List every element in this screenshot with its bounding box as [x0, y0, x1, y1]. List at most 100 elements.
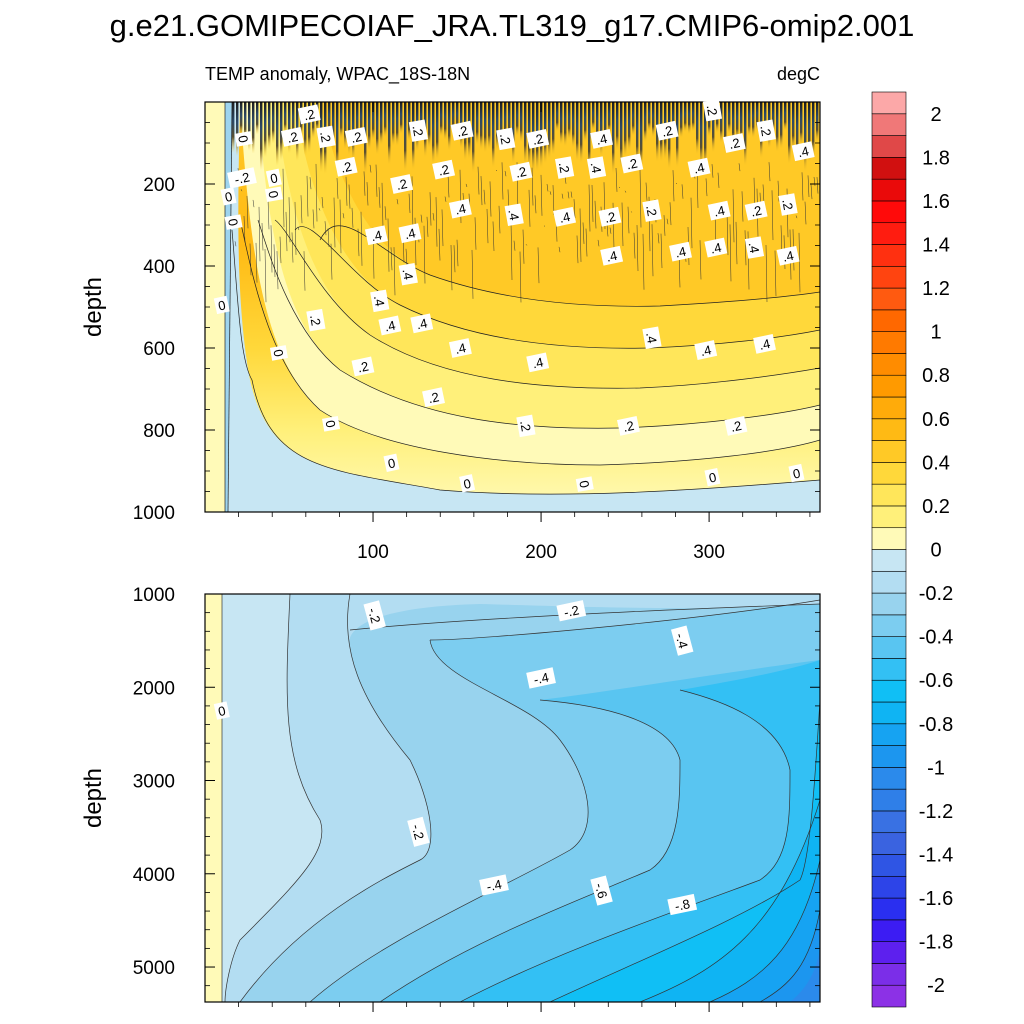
mixed-layer-contour — [570, 191, 573, 198]
contour-label: .2 — [724, 415, 748, 436]
mixed-layer-contour — [672, 170, 675, 202]
colorbar-swatch — [871, 854, 907, 877]
mixed-layer-contour — [534, 195, 537, 214]
mixed-layer-contour — [438, 228, 441, 261]
contour-label-text: 0 — [225, 217, 241, 227]
mixed-layer-stripe — [776, 102, 779, 259]
mixed-layer-stripe — [448, 102, 451, 256]
contour-label-text: -.4 — [532, 670, 550, 688]
colorbar-tick-label: 1.2 — [922, 278, 950, 300]
mixed-layer-contour — [588, 184, 591, 232]
mixed-layer-contour — [465, 183, 468, 188]
mixed-layer-contour — [585, 228, 588, 257]
contour-label-text: .2 — [317, 130, 334, 143]
mixed-layer-stripe — [364, 102, 367, 330]
contour-label-text: .4 — [558, 209, 572, 226]
colorbar-tick-label: -2 — [927, 975, 945, 997]
mixed-layer-contour — [348, 184, 351, 209]
contour-label: .4 — [448, 198, 472, 219]
mixed-layer-contour — [429, 192, 432, 226]
contour-label-bg — [526, 128, 550, 149]
bottom-y-tick-label: 4000 — [133, 865, 175, 886]
mixed-layer-contour — [543, 225, 546, 227]
mixed-layer-contour — [345, 176, 348, 206]
mixed-layer-contour — [234, 241, 237, 247]
contour-label: -.6 — [590, 875, 613, 906]
contour-label-bg — [432, 159, 456, 180]
mixed-layer-contour — [489, 181, 492, 217]
mixed-layer-stripe — [468, 102, 471, 283]
mixed-layer-contour — [510, 222, 513, 281]
mixed-layer-contour — [261, 223, 264, 251]
mixed-layer-stripe — [504, 102, 507, 229]
contour-label: .4 — [707, 200, 731, 221]
mixed-layer-stripe — [600, 102, 603, 275]
contour-label-bg — [334, 156, 358, 177]
contour-label-bg — [620, 153, 644, 174]
mixed-layer-stripe — [704, 102, 707, 311]
contour-label-text: -.2 — [562, 602, 580, 620]
mixed-layer-contour — [669, 202, 672, 226]
contour-label-bg — [227, 167, 257, 189]
mixed-layer-stripe — [392, 102, 395, 242]
contour-label-bg — [575, 476, 594, 492]
mixed-layer-contour — [387, 218, 390, 272]
contour-label: 0 — [788, 463, 805, 483]
mixed-layer-contour — [624, 190, 627, 193]
contour-label-bg — [702, 98, 723, 122]
colorbar-tick-label: -0.8 — [919, 714, 953, 736]
contour-label-text: .2 — [704, 104, 721, 117]
mixed-layer-stripe — [580, 102, 583, 296]
contour-label: -.2 — [407, 816, 430, 847]
mixed-layer-contour — [591, 184, 594, 222]
mixed-layer-stripe — [412, 102, 415, 316]
contour-label-bg — [448, 198, 472, 219]
mixed-layer-contour — [303, 251, 306, 291]
contour-label-bg — [450, 120, 474, 141]
mixed-layer-contour — [483, 189, 486, 205]
mixed-layer-contour — [411, 176, 414, 232]
mixed-layer-contour — [729, 224, 732, 282]
contour-label-text: .2 — [625, 156, 639, 173]
mixed-layer-stripe — [368, 102, 371, 255]
contour-label: .2 — [334, 156, 358, 177]
mixed-layer-stripe — [540, 102, 543, 313]
colorbar-tick-label: 0.4 — [922, 452, 950, 474]
contour-label-bg — [269, 345, 288, 361]
mixed-layer-stripe — [344, 102, 347, 251]
contour-label-text: .2 — [757, 124, 774, 137]
contour-label: .2 — [744, 200, 768, 221]
colorbar: 2 1.8 1.6 1.4 1.2 1 0.8 0.6 0.4 0.2 0 -0.2 -0.4 -0.6 -… — [871, 91, 953, 1008]
contour-label: .4 — [364, 225, 388, 246]
contour-label: .4 — [526, 352, 550, 373]
mixed-layer-contour — [549, 191, 552, 195]
contour-label-bg — [280, 126, 304, 147]
contour-label-bg — [526, 352, 550, 373]
mixed-layer-stripe — [668, 102, 671, 314]
top-y-tick-label: 600 — [143, 339, 175, 360]
mixed-layer-stripe — [400, 102, 403, 204]
colorbar-swatch — [871, 91, 907, 115]
contour-label-text: 0 — [217, 297, 227, 313]
contour-label-text: .2 — [302, 106, 316, 123]
bottom-panel: 1000 2000 3000 4000 5000 0 -.2 -.2 -.4 -.4 -.2 -.4… — [80, 585, 821, 1012]
mixed-layer-stripe — [736, 102, 739, 225]
contour-label: .2 — [516, 414, 536, 438]
contour-label: .2 — [450, 120, 474, 141]
mixed-layer-contour — [525, 244, 528, 246]
colorbar-swatch — [871, 483, 907, 507]
contour-label: .2 — [496, 127, 516, 151]
mixed-layer-contour — [711, 164, 714, 178]
contour-label: -.2 — [556, 600, 587, 622]
colorbar-swatch — [871, 113, 907, 136]
mixed-layer-stripe — [656, 102, 659, 291]
mixed-layer-contour — [369, 164, 372, 173]
contour-label-text: .4 — [454, 201, 468, 218]
contour-label-text: 0 — [217, 703, 227, 719]
mixed-layer-contour — [762, 184, 765, 204]
contour-label: .4 — [504, 203, 524, 226]
colorbar-swatch — [871, 505, 907, 529]
contour-label-bg — [704, 237, 728, 258]
mixed-layer-contour — [663, 215, 666, 236]
contour-label-text: .4 — [588, 161, 605, 174]
